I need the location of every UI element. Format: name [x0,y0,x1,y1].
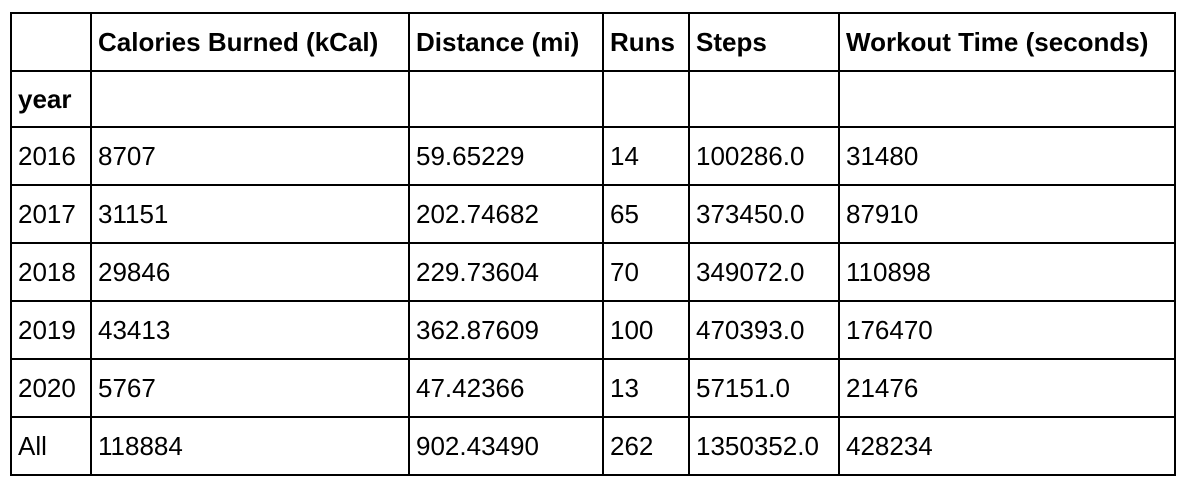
table-row-total: All 118884 902.43490 262 1350352.0 42823… [10,416,1176,476]
table-row: 2018 29846 229.73604 70 349072.0 110898 [10,242,1176,302]
distance-cell: 902.43490 [408,416,604,476]
distance-cell: 362.87609 [408,300,604,360]
runs-cell: 13 [602,358,690,418]
calories-cell: 8707 [90,126,410,186]
calories-cell: 29846 [90,242,410,302]
column-header-runs: Runs [602,12,690,72]
calories-cell: 5767 [90,358,410,418]
index-name-row: year [10,70,1176,128]
row-index-cell: 2020 [10,358,92,418]
calories-cell: 31151 [90,184,410,244]
index-name-empty-cell [602,70,690,128]
steps-cell: 57151.0 [688,358,840,418]
runs-cell: 100 [602,300,690,360]
distance-cell: 47.42366 [408,358,604,418]
calories-cell: 118884 [90,416,410,476]
row-index-cell: All [10,416,92,476]
runs-cell: 262 [602,416,690,476]
column-header-steps: Steps [688,12,840,72]
runs-cell: 70 [602,242,690,302]
row-index-cell: 2017 [10,184,92,244]
steps-cell: 1350352.0 [688,416,840,476]
workout-time-cell: 21476 [838,358,1176,418]
distance-cell: 229.73604 [408,242,604,302]
runs-cell: 65 [602,184,690,244]
steps-cell: 470393.0 [688,300,840,360]
column-header-workout-time: Workout Time (seconds) [838,12,1176,72]
index-name-empty-cell [90,70,410,128]
index-name-empty-cell [688,70,840,128]
index-name-empty-cell [408,70,604,128]
distance-cell: 202.74682 [408,184,604,244]
table-row: 2020 5767 47.42366 13 57151.0 21476 [10,358,1176,418]
table-row: 2017 31151 202.74682 65 373450.0 87910 [10,184,1176,244]
running-stats-table: Calories Burned (kCal) Distance (mi) Run… [10,12,1176,476]
index-name-label: year [10,70,92,128]
workout-time-cell: 176470 [838,300,1176,360]
workout-time-cell: 87910 [838,184,1176,244]
column-header-row: Calories Burned (kCal) Distance (mi) Run… [10,12,1176,72]
column-header-blank [10,12,92,72]
row-index-cell: 2016 [10,126,92,186]
workout-time-cell: 31480 [838,126,1176,186]
table-row: 2016 8707 59.65229 14 100286.0 31480 [10,126,1176,186]
row-index-cell: 2019 [10,300,92,360]
index-name-empty-cell [838,70,1176,128]
column-header-distance: Distance (mi) [408,12,604,72]
row-index-cell: 2018 [10,242,92,302]
workout-time-cell: 110898 [838,242,1176,302]
workout-time-cell: 428234 [838,416,1176,476]
distance-cell: 59.65229 [408,126,604,186]
calories-cell: 43413 [90,300,410,360]
steps-cell: 100286.0 [688,126,840,186]
steps-cell: 349072.0 [688,242,840,302]
table-row: 2019 43413 362.87609 100 470393.0 176470 [10,300,1176,360]
column-header-calories: Calories Burned (kCal) [90,12,410,72]
runs-cell: 14 [602,126,690,186]
steps-cell: 373450.0 [688,184,840,244]
